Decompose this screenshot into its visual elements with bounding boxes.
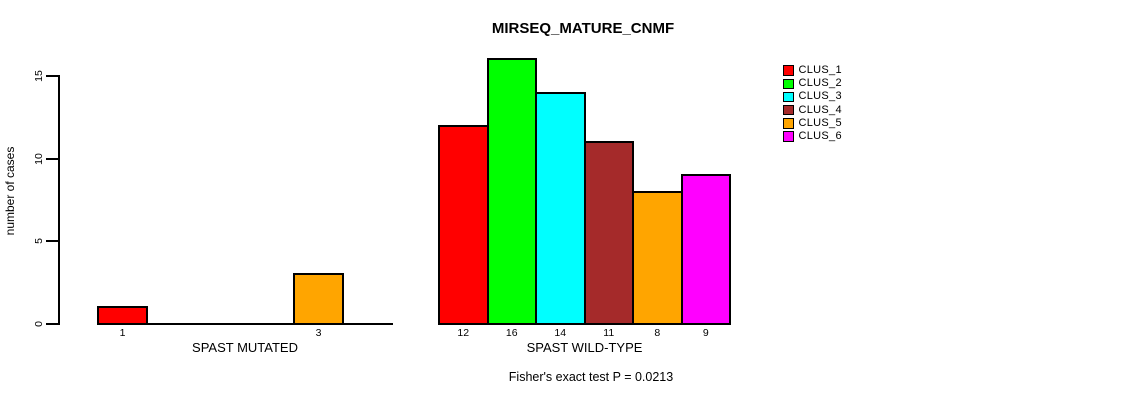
legend-label: CLUS_3 (798, 90, 842, 103)
legend-label: CLUS_4 (798, 103, 842, 116)
legend-item: CLUS_1 (783, 64, 842, 77)
legend-item: CLUS_5 (783, 117, 842, 130)
bar-clus_5 (632, 190, 683, 325)
legend-label: CLUS_6 (798, 130, 842, 143)
bar-value-label: 14 (554, 327, 567, 339)
y-axis-tick (46, 157, 58, 160)
bar-value-label: 3 (315, 327, 322, 339)
legend-label: CLUS_5 (798, 116, 842, 129)
legend-swatch-clus_4 (783, 104, 794, 116)
y-axis-tick-label: 15 (32, 70, 45, 82)
bar-value-label: 8 (654, 327, 661, 339)
x-baseline (97, 323, 393, 325)
legend-swatch-clus_6 (783, 131, 794, 142)
bar-clus_6 (680, 174, 731, 325)
y-axis-tick-label: 10 (32, 152, 45, 165)
bar-clus_5 (293, 273, 344, 325)
legend-item: CLUS_6 (783, 130, 842, 143)
bar-clus_1 (97, 306, 148, 325)
legend-item: CLUS_4 (783, 104, 842, 117)
legend-item: CLUS_2 (783, 77, 842, 90)
y-axis-tick (46, 240, 58, 243)
bar-value-label: 16 (505, 327, 518, 339)
bar-value-label: 9 (702, 327, 709, 339)
legend-swatch-clus_5 (783, 118, 794, 129)
bar-value-label: 11 (603, 327, 615, 339)
bar-value-label: 12 (457, 327, 470, 339)
bar-clus_4 (583, 141, 634, 325)
chart-title: MIRSEQ_MATURE_CNMF (491, 20, 675, 37)
y-axis-tick-label: 5 (32, 238, 45, 245)
legend-swatch-clus_3 (783, 91, 794, 103)
bar-clus_3 (535, 91, 586, 325)
y-axis-tick (46, 75, 58, 77)
y-axis-line (58, 75, 60, 325)
y-axis-label: number of cases (3, 146, 17, 236)
bar-value-label: 1 (119, 327, 126, 339)
y-axis-tick-label: 0 (32, 321, 45, 327)
legend-swatch-clus_1 (783, 65, 794, 76)
legend-label: CLUS_2 (798, 77, 842, 90)
x-axis-group-label: SPAST WILD-TYPE (526, 340, 643, 355)
legend: CLUS_1 CLUS_2 CLUS_3 CLUS_4 CLUS_5 CLUS_6 (783, 64, 842, 143)
x-axis-group-label: SPAST MUTATED (192, 340, 298, 355)
bar-clus_1 (438, 124, 489, 325)
legend-swatch-clus_2 (783, 78, 794, 90)
bar-clus_2 (486, 58, 537, 325)
annotation-text: Fisher's exact test P = 0.0213 (508, 370, 674, 384)
y-axis-tick (46, 323, 58, 325)
legend-label: CLUS_1 (798, 64, 842, 77)
legend-item: CLUS_3 (783, 90, 842, 103)
